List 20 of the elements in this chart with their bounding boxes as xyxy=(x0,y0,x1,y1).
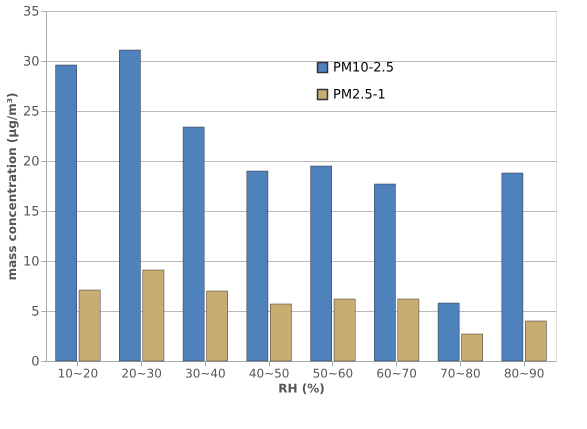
x-tick-label: 70~80 xyxy=(440,366,481,380)
legend-label: PM2.5-1 xyxy=(333,88,386,102)
x-tick-label: 20~30 xyxy=(121,366,162,380)
y-tick-label: 35 xyxy=(22,4,40,20)
legend-label: PM10-2.5 xyxy=(333,60,394,76)
y-tick-label: 20 xyxy=(22,154,40,170)
y-tick-label: 15 xyxy=(22,204,40,220)
x-tick-label: 40~50 xyxy=(248,366,290,380)
x-tick-label: 10~20 xyxy=(58,366,98,380)
x-axis-title: RH (%) xyxy=(278,382,325,396)
x-tick-label: 30~40 xyxy=(185,366,226,380)
x-tick-label: 60~70 xyxy=(376,366,417,380)
y-axis-title: mass concentration (μg/m³) xyxy=(4,92,19,280)
y-tick-label: 25 xyxy=(22,104,40,120)
x-tick-label: 50~60 xyxy=(312,366,354,380)
y-tick-label: 10 xyxy=(22,254,40,270)
y-tick-label: 30 xyxy=(22,54,40,70)
y-tick-label: 5 xyxy=(31,304,40,320)
x-tick-label: 80~90 xyxy=(504,366,544,380)
y-tick-label: 0 xyxy=(31,354,40,370)
